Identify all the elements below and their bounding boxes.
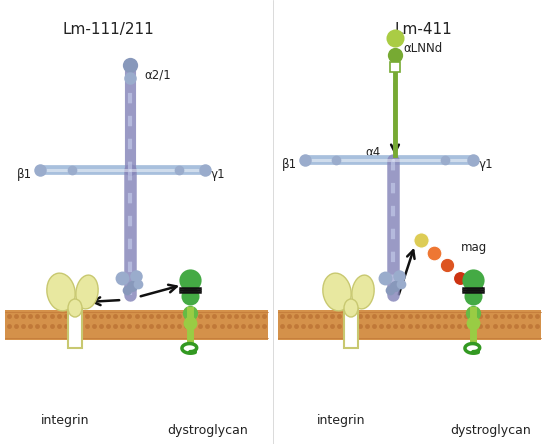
Text: Lm-111/211: Lm-111/211	[62, 22, 154, 37]
Bar	[278, 310, 541, 340]
Text: γ1: γ1	[479, 158, 494, 170]
FancyBboxPatch shape	[68, 306, 82, 348]
Text: dystroglycan: dystroglycan	[450, 424, 531, 436]
Ellipse shape	[344, 299, 358, 317]
Ellipse shape	[68, 299, 82, 317]
Text: γ1: γ1	[211, 167, 225, 181]
Text: αLNNd: αLNNd	[403, 41, 442, 55]
Text: dystroglycan: dystroglycan	[168, 424, 248, 436]
Ellipse shape	[323, 273, 351, 311]
Text: integrin: integrin	[41, 413, 89, 427]
Ellipse shape	[352, 275, 374, 309]
Text: integrin: integrin	[317, 413, 365, 427]
Text: α2/1: α2/1	[144, 68, 171, 82]
Ellipse shape	[47, 273, 75, 311]
Text: β1: β1	[17, 167, 32, 181]
FancyBboxPatch shape	[344, 306, 358, 348]
Text: Lm-411: Lm-411	[394, 22, 452, 37]
Text: α4: α4	[366, 146, 381, 159]
Text: mag: mag	[461, 241, 487, 254]
Ellipse shape	[76, 275, 98, 309]
Bar	[5, 310, 268, 340]
Text: β1: β1	[282, 158, 297, 170]
FancyBboxPatch shape	[390, 62, 400, 72]
